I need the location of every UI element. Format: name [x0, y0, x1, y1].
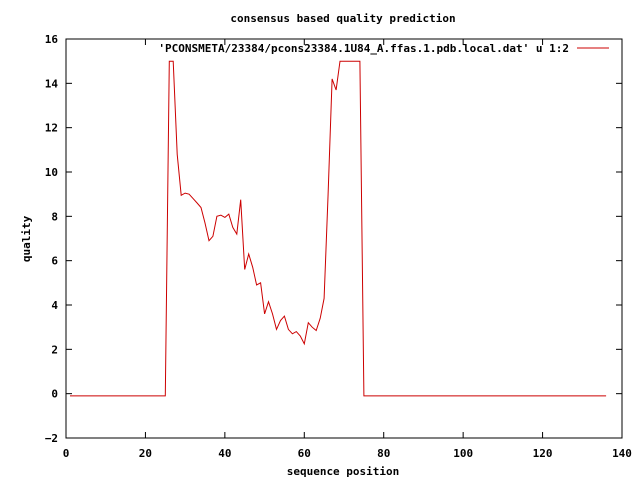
x-axis-label: sequence position [287, 465, 400, 478]
y-tick-label: −2 [45, 432, 58, 445]
series-line-0 [70, 60, 607, 397]
y-tick-label: 14 [45, 77, 59, 90]
y-tick-label: 6 [51, 255, 58, 268]
y-tick-label: 16 [45, 33, 59, 46]
x-tick-label: 0 [63, 447, 70, 460]
x-tick-label: 140 [612, 447, 632, 460]
x-tick-label: 60 [298, 447, 311, 460]
y-tick-label: 12 [45, 122, 58, 135]
y-tick-label: 4 [51, 299, 58, 312]
y-tick-label: 8 [51, 210, 58, 223]
x-tick-label: 80 [377, 447, 390, 460]
series-group [70, 60, 607, 397]
y-tick-label: 10 [45, 166, 58, 179]
y-axis-label: quality [20, 215, 33, 262]
x-tick-label: 120 [533, 447, 553, 460]
y-tick-label: 0 [51, 388, 58, 401]
y-axis-ticks: −2 0 2 4 6 8 10 12 14 16 [45, 33, 622, 445]
x-tick-label: 20 [139, 447, 152, 460]
y-tick-label: 2 [51, 343, 58, 356]
legend: 'PCONSMETA/23384/pcons23384.1U84_A.ffas.… [158, 42, 609, 55]
chart-title: consensus based quality prediction [230, 12, 455, 25]
x-tick-label: 40 [218, 447, 231, 460]
plot-frame [65, 38, 623, 439]
x-axis-ticks: 0 20 40 60 80 100 120 140 [63, 39, 632, 460]
legend-entry-label: 'PCONSMETA/23384/pcons23384.1U84_A.ffas.… [158, 42, 569, 55]
x-tick-label: 100 [453, 447, 473, 460]
